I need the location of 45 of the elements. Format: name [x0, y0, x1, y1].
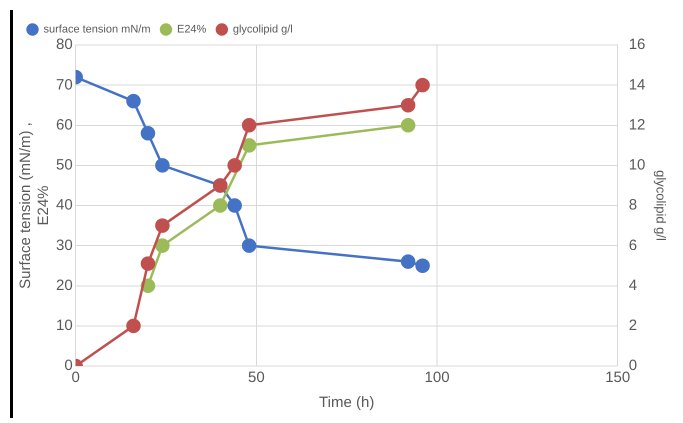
y2-tick-label: 10 [628, 156, 646, 174]
point [212, 198, 228, 213]
point [227, 198, 242, 213]
point [400, 254, 416, 269]
point [140, 126, 156, 141]
y-tick-label: 20 [56, 276, 73, 294]
x-axis-title: Time (h) [319, 394, 374, 412]
legend-label: glycolipid g/l [232, 24, 293, 36]
x-tick-label: 50 [248, 369, 265, 386]
y2-tick-label: 14 [628, 76, 646, 94]
y-tick-label: 0 [64, 357, 73, 374]
x-tick-label: 150 [605, 369, 630, 386]
x-tick-label: 100 [424, 369, 450, 386]
y2-tick-label: 2 [628, 317, 638, 334]
point [126, 94, 141, 108]
y-tick-label: 40 [56, 196, 73, 214]
point [126, 318, 141, 334]
point [155, 238, 170, 253]
y-tick-label: 30 [56, 236, 73, 254]
y-axis-title: Surface tension (mN/m) , E24% [17, 122, 52, 289]
point [155, 218, 170, 233]
y2-tick-label: 6 [628, 236, 638, 254]
legend-label: E24% [176, 24, 207, 36]
y-tick-label: 50 [56, 156, 73, 174]
point [227, 158, 242, 173]
y-tick-label: 80 [56, 36, 73, 54]
y2-tick-label: 16 [628, 36, 646, 54]
point [400, 118, 416, 132]
y2-axis-title: glycolipid g/l [654, 170, 669, 242]
point [155, 158, 170, 173]
point [400, 98, 416, 112]
point [242, 238, 256, 253]
y2-tick-label: 12 [628, 116, 646, 134]
legend-label: surface tension mN/m [44, 24, 150, 36]
y2-tick-label: 0 [628, 357, 638, 374]
point [140, 256, 156, 271]
point [242, 118, 256, 132]
point [242, 138, 256, 153]
y-tick-label: 70 [56, 76, 73, 94]
y-tick-label: 60 [56, 116, 73, 134]
y2-tick-label: 8 [628, 196, 638, 214]
y-tick-label: 10 [56, 317, 73, 334]
y2-tick-label: 4 [628, 276, 638, 294]
point [415, 258, 430, 273]
point [415, 78, 430, 92]
